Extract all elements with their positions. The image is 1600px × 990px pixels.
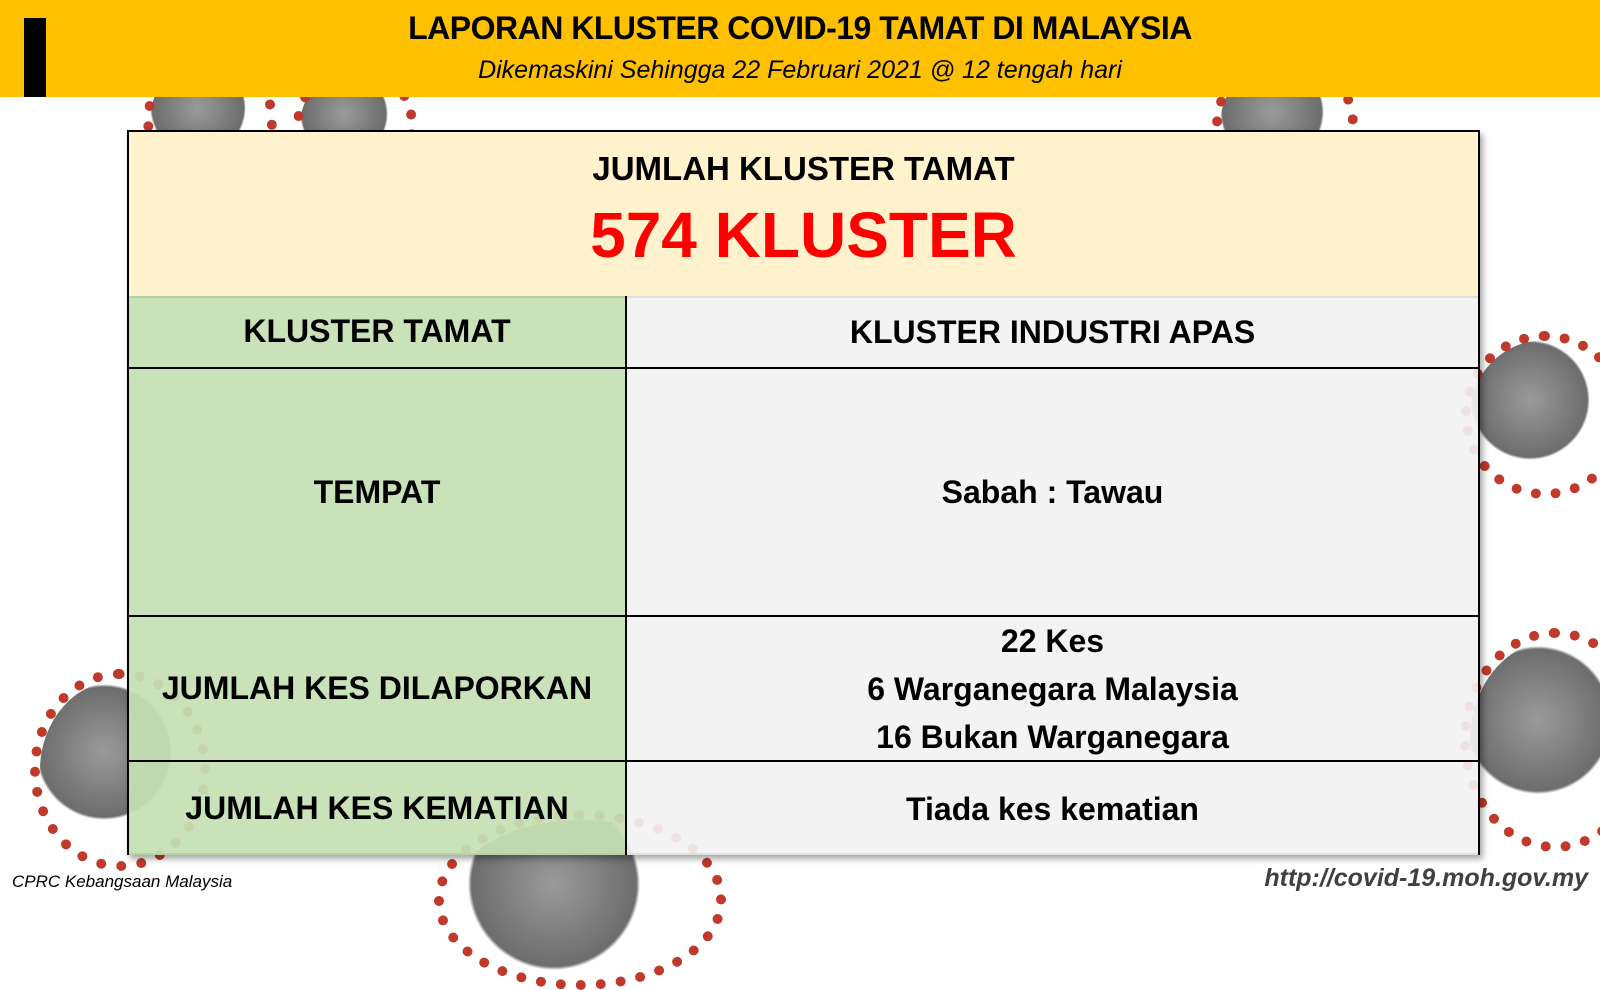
row-value: KLUSTER INDUSTRI APAS [627, 296, 1478, 367]
row-label: KLUSTER TAMAT [129, 296, 627, 367]
cluster-name: KLUSTER INDUSTRI APAS [849, 313, 1256, 350]
row-value: Sabah : Tawau [627, 369, 1478, 615]
row-label: JUMLAH KES DILAPORKAN [129, 617, 627, 760]
row-value: 22 Kes 6 Warganegara Malaysia 16 Bukan W… [627, 617, 1478, 760]
page-title: LAPORAN KLUSTER COVID-19 TAMAT DI MALAYS… [408, 10, 1192, 46]
location: Sabah : Tawau [941, 474, 1164, 510]
summary-label: JUMLAH KLUSTER TAMAT [592, 150, 1015, 187]
table-row: JUMLAH KES DILAPORKAN 22 Kes 6 Warganega… [129, 617, 1478, 762]
accent-bar [24, 18, 46, 97]
cluster-count: 574 KLUSTER [590, 199, 1017, 271]
citizen-cases: 6 Warganegara Malaysia [867, 670, 1238, 707]
page-subtitle: Dikemaskini Sehingga 22 Februari 2021 @ … [478, 56, 1122, 84]
footer-source: CPRC Kebangsaan Malaysia [12, 872, 233, 891]
summary-cell: JUMLAH KLUSTER TAMAT 574 KLUSTER [129, 132, 1478, 298]
non-citizen-cases: 16 Bukan Warganegara [876, 718, 1229, 755]
death-cases: Tiada kes kematian [906, 790, 1199, 827]
total-cases: 22 Kes [1000, 622, 1105, 659]
table-row: KLUSTER TAMAT KLUSTER INDUSTRI APAS [129, 296, 1478, 369]
row-value: Tiada kes kematian [627, 762, 1478, 855]
table-row: TEMPAT Sabah : Tawau [129, 369, 1478, 617]
footer-url[interactable]: http://covid-19.moh.gov.my [1260, 864, 1592, 893]
row-label: JUMLAH KES KEMATIAN [129, 762, 627, 855]
virus-icon [1461, 331, 1600, 499]
cluster-table: JUMLAH KLUSTER TAMAT 574 KLUSTER KLUSTER… [127, 130, 1480, 855]
header-banner: LAPORAN KLUSTER COVID-19 TAMAT DI MALAYS… [0, 0, 1600, 97]
row-label: TEMPAT [129, 369, 627, 615]
table-row: JUMLAH KES KEMATIAN Tiada kes kematian [129, 762, 1478, 855]
virus-icon [1459, 628, 1600, 852]
